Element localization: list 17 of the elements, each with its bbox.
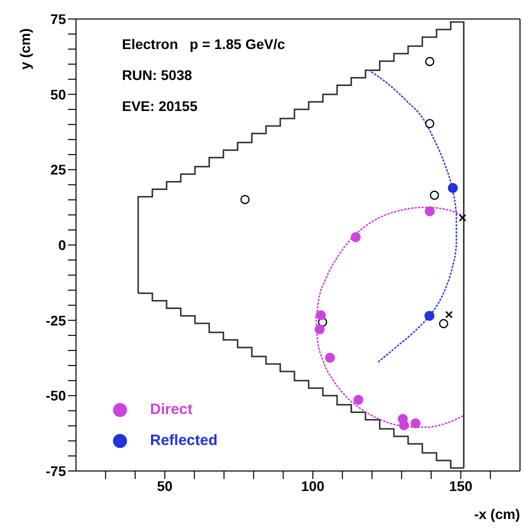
legend-label: Reflected	[150, 432, 218, 449]
y-axis-title: y (cm)	[16, 28, 33, 70]
x-tick-label: 100	[301, 478, 325, 494]
annotation: EVE: 20155	[122, 98, 198, 114]
y-tick-label: 0	[58, 236, 66, 253]
y-tick-label: -50	[46, 388, 66, 404]
y-tick-label: -75	[46, 462, 66, 479]
y-tick-label: 75	[50, 10, 66, 27]
y-tick-label: 50	[50, 86, 66, 102]
y-tick-label: 25	[50, 162, 66, 178]
legend-label: Direct	[150, 401, 193, 418]
x-tick-label: 50	[157, 478, 173, 494]
x-axis-title: -x (cm)	[474, 506, 520, 522]
annotation: Electron p = 1.85 GeV/c	[122, 36, 286, 52]
y-tick-label: -25	[46, 312, 66, 328]
x-tick-label: 150	[449, 478, 473, 494]
annotation: RUN: 5038	[122, 67, 192, 83]
